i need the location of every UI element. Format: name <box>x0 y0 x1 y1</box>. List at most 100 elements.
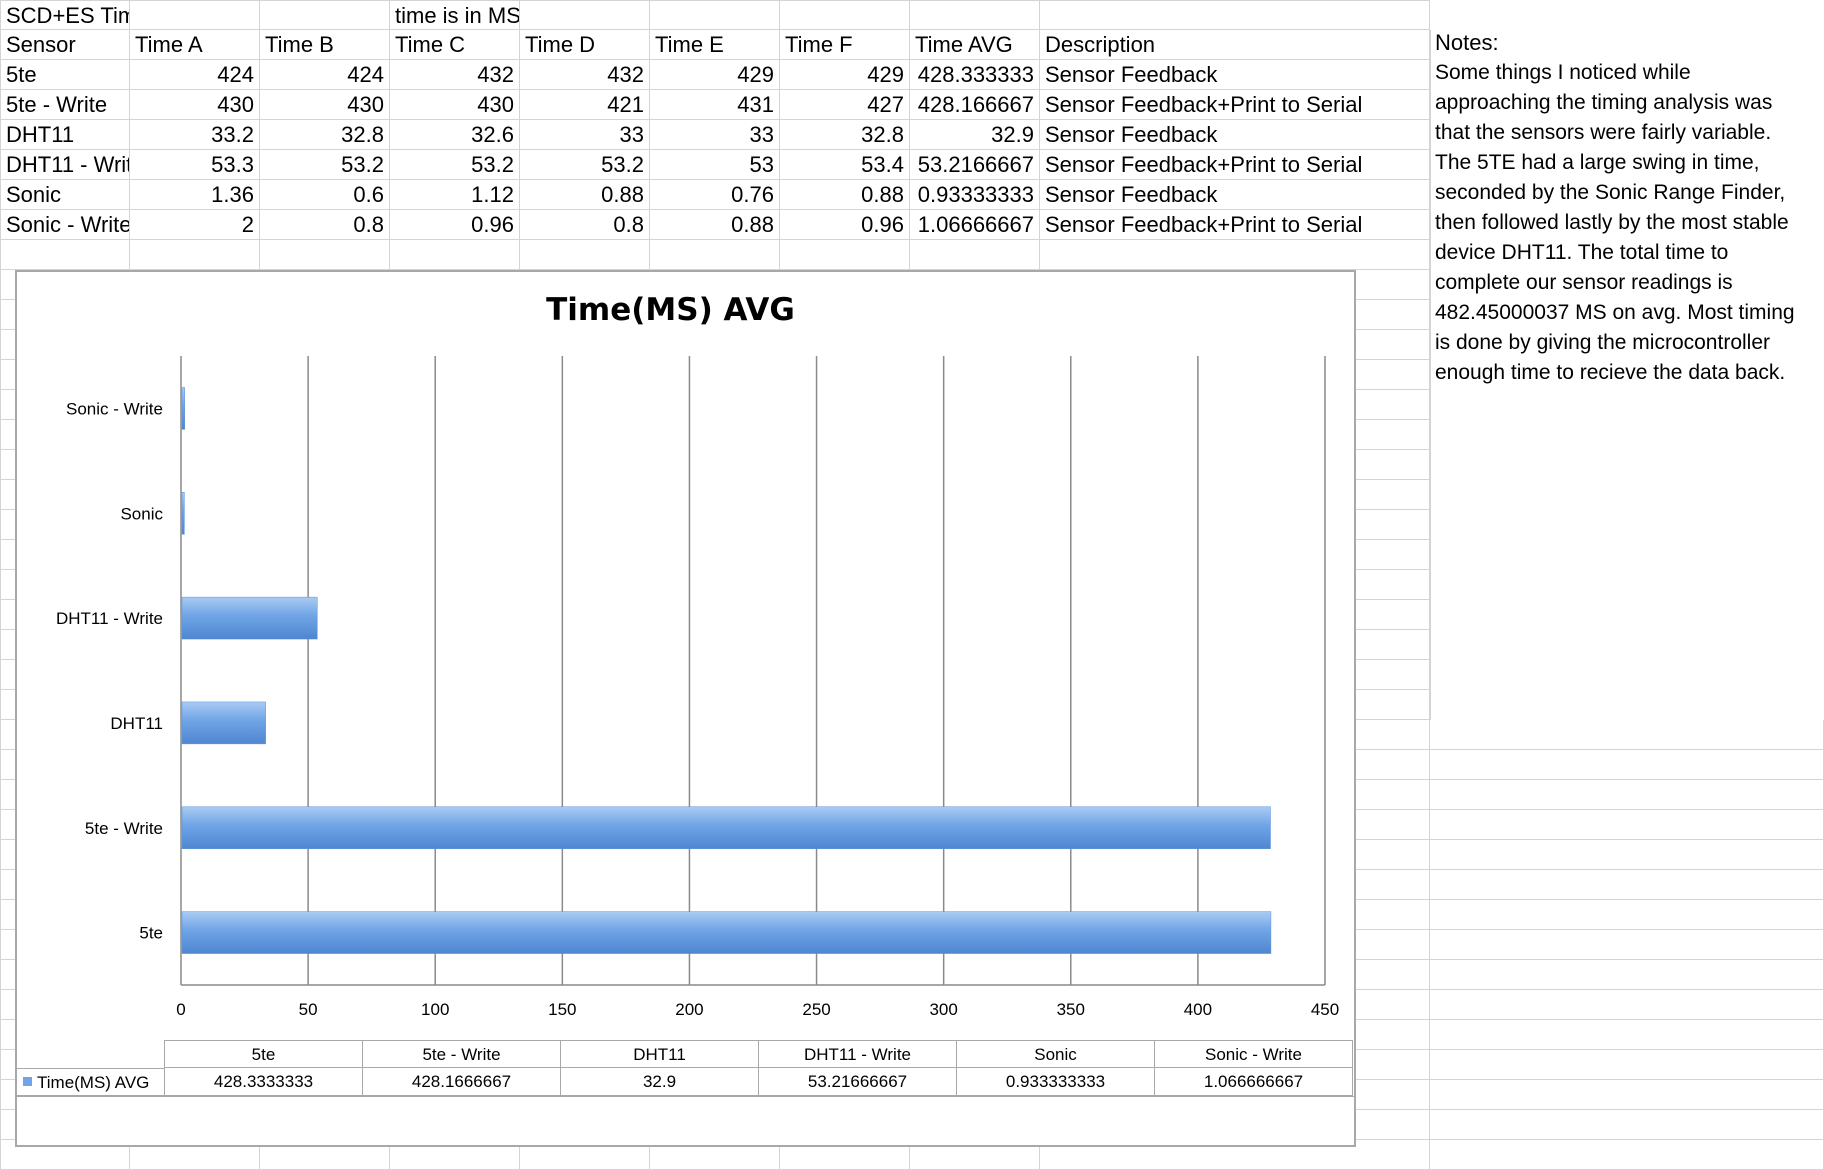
column-header[interactable]: Description <box>1040 30 1430 60</box>
data-cell[interactable]: 431 <box>650 90 780 120</box>
data-cell[interactable]: 32.9 <box>910 120 1040 150</box>
data-cell[interactable]: 428.166667 <box>910 90 1040 120</box>
data-cell[interactable]: 33 <box>650 120 780 150</box>
data-cell[interactable]: 1.36 <box>130 180 260 210</box>
data-cell[interactable]: 432 <box>520 60 650 90</box>
cell[interactable] <box>910 0 1040 30</box>
units-note-cell[interactable]: time is in MS <box>390 0 520 30</box>
data-cell[interactable]: 429 <box>780 60 910 90</box>
data-cell[interactable]: 0.6 <box>260 180 390 210</box>
data-cell[interactable]: 0.88 <box>650 210 780 240</box>
legend-label: Time(MS) AVG <box>37 1073 150 1092</box>
data-cell[interactable]: 53.2 <box>520 150 650 180</box>
data-cell[interactable]: 430 <box>390 90 520 120</box>
data-cell[interactable]: 53 <box>650 150 780 180</box>
column-header[interactable]: Time A <box>130 30 260 60</box>
sheet-title-cell[interactable]: SCD+ES Timing Analysis <box>0 0 130 30</box>
row-label-cell[interactable]: Sonic - Write <box>0 210 130 240</box>
data-cell[interactable]: 424 <box>260 60 390 90</box>
empty-cell[interactable] <box>0 240 130 270</box>
data-table-category: Sonic - Write <box>1155 1040 1353 1068</box>
data-cell[interactable]: 53.2 <box>260 150 390 180</box>
data-cell[interactable]: 33 <box>520 120 650 150</box>
bar[interactable] <box>181 701 266 745</box>
empty-cell[interactable] <box>260 240 390 270</box>
data-cell[interactable]: Sensor Feedback <box>1040 180 1430 210</box>
cell[interactable] <box>260 0 390 30</box>
data-cell[interactable]: 53.4 <box>780 150 910 180</box>
bar[interactable] <box>181 387 185 430</box>
column-header[interactable]: Time E <box>650 30 780 60</box>
column-header[interactable]: Time F <box>780 30 910 60</box>
data-cell[interactable]: 0.8 <box>260 210 390 240</box>
data-cell[interactable]: 421 <box>520 90 650 120</box>
row-label-cell[interactable]: 5te <box>0 60 130 90</box>
bar[interactable] <box>181 492 185 535</box>
empty-cell[interactable] <box>130 240 260 270</box>
cell[interactable] <box>780 0 910 30</box>
data-cell[interactable]: 53.2166667 <box>910 150 1040 180</box>
legend-color-key <box>23 1077 32 1087</box>
notes-text[interactable]: Some things I noticed while approaching … <box>1435 61 1795 384</box>
data-cell[interactable]: 0.93333333 <box>910 180 1040 210</box>
data-cell[interactable]: 53.3 <box>130 150 260 180</box>
data-cell[interactable]: Sensor Feedback+Print to Serial <box>1040 210 1430 240</box>
data-cell[interactable]: 430 <box>260 90 390 120</box>
bar[interactable] <box>181 806 1271 849</box>
data-cell[interactable]: 32.8 <box>780 120 910 150</box>
cell[interactable] <box>650 0 780 30</box>
column-header[interactable]: Sensor <box>0 30 130 60</box>
legend-entry[interactable]: Time(MS) AVG <box>17 1068 165 1096</box>
data-cell[interactable]: 424 <box>130 60 260 90</box>
data-cell[interactable]: 427 <box>780 90 910 120</box>
data-cell[interactable]: 32.6 <box>390 120 520 150</box>
row-label-cell[interactable]: DHT11 - Writ <box>0 150 130 180</box>
data-cell[interactable]: 429 <box>650 60 780 90</box>
data-table-category: 5te <box>165 1040 363 1068</box>
x-tick-label: 400 <box>1184 1000 1212 1019</box>
data-cell[interactable]: 0.88 <box>780 180 910 210</box>
empty-cell[interactable] <box>780 240 910 270</box>
empty-cell[interactable] <box>390 240 520 270</box>
cell[interactable] <box>130 0 260 30</box>
x-tick-label: 0 <box>176 1000 185 1019</box>
empty-cell[interactable] <box>650 240 780 270</box>
column-header[interactable]: Time D <box>520 30 650 60</box>
data-cell[interactable]: Sensor Feedback+Print to Serial <box>1040 90 1430 120</box>
x-tick-label: 450 <box>1311 1000 1339 1019</box>
row-label-cell[interactable]: DHT11 <box>0 120 130 150</box>
column-header[interactable]: Time AVG <box>910 30 1040 60</box>
data-cell[interactable]: 1.06666667 <box>910 210 1040 240</box>
empty-cell[interactable] <box>1040 240 1430 270</box>
empty-cell[interactable] <box>520 240 650 270</box>
data-cell[interactable]: 53.2 <box>390 150 520 180</box>
column-header[interactable]: Time B <box>260 30 390 60</box>
data-cell[interactable]: 0.88 <box>520 180 650 210</box>
data-table-category: Sonic <box>957 1040 1155 1068</box>
data-cell[interactable]: 1.12 <box>390 180 520 210</box>
cell[interactable] <box>520 0 650 30</box>
data-cell[interactable]: 430 <box>130 90 260 120</box>
data-cell[interactable]: Sensor Feedback+Print to Serial <box>1040 150 1430 180</box>
data-cell[interactable]: 33.2 <box>130 120 260 150</box>
data-cell[interactable]: 0.76 <box>650 180 780 210</box>
data-cell[interactable]: 0.96 <box>390 210 520 240</box>
data-cell[interactable]: 432 <box>390 60 520 90</box>
row-label-cell[interactable]: 5te - Write <box>0 90 130 120</box>
data-cell[interactable]: Sensor Feedback <box>1040 120 1430 150</box>
y-category-label: DHT11 - Write <box>56 609 163 628</box>
empty-cell[interactable] <box>910 240 1040 270</box>
cell[interactable] <box>1040 0 1430 30</box>
data-cell[interactable]: Sensor Feedback <box>1040 60 1430 90</box>
row-label-cell[interactable]: Sonic <box>0 180 130 210</box>
data-cell[interactable]: 2 <box>130 210 260 240</box>
bar[interactable] <box>181 596 318 640</box>
bar[interactable] <box>181 911 1272 954</box>
data-cell[interactable]: 32.8 <box>260 120 390 150</box>
column-header[interactable]: Time C <box>390 30 520 60</box>
data-cell[interactable]: 428.333333 <box>910 60 1040 90</box>
data-cell[interactable]: 0.8 <box>520 210 650 240</box>
data-cell[interactable]: 0.96 <box>780 210 910 240</box>
